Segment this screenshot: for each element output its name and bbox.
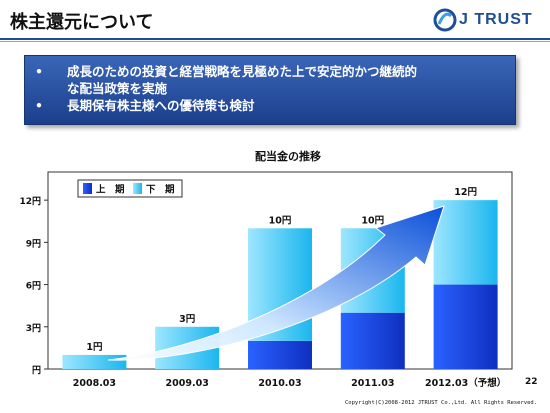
x-tick-label: 2012.03（予想） bbox=[425, 377, 506, 389]
x-axis: 2008.03 2009.03 2010.03 2011.03 2012.03（予想） bbox=[73, 377, 506, 389]
brand-swirl-icon bbox=[433, 8, 457, 32]
header-divider-light bbox=[0, 41, 550, 42]
bullet: • bbox=[35, 64, 43, 79]
brand-name: J TRUST bbox=[459, 11, 533, 28]
x-tick-label: 2011.03 bbox=[351, 378, 394, 389]
total-label: 12円 bbox=[454, 187, 477, 198]
y-tick-label: 3円 bbox=[26, 323, 41, 334]
page-number: 22 bbox=[525, 377, 538, 387]
policy-note-line: 成長のための投資と経営戦略を見極めた上で安定的かつ継続的 bbox=[67, 64, 418, 79]
chart-title: 配当金の推移 bbox=[255, 149, 321, 163]
policy-note-line: な配当政策を実施 bbox=[67, 81, 168, 96]
total-label: 1円 bbox=[86, 342, 102, 353]
x-tick-label: 2008.03 bbox=[73, 378, 116, 389]
copyright-text: Copyright(C)2008-2012 JTRUST Co.,Ltd. Al… bbox=[345, 400, 538, 406]
header: 株主還元について J TRUST bbox=[0, 0, 550, 42]
bar-lower-half bbox=[433, 200, 498, 285]
y-tick-label: 12円 bbox=[19, 196, 41, 207]
policy-note-line: 長期保有株主様への優待策も検討 bbox=[67, 98, 255, 113]
x-tick-label: 2010.03 bbox=[258, 378, 301, 389]
growth-arrow-annotation bbox=[107, 205, 445, 361]
y-axis: 円 3円 6円 9円 12円 bbox=[19, 196, 48, 376]
bar-upper-half bbox=[433, 284, 498, 369]
page-title: 株主還元について bbox=[10, 12, 154, 33]
legend-label-lower: 下 期 bbox=[146, 184, 175, 196]
legend-swatch-upper bbox=[83, 183, 92, 194]
total-label: 10円 bbox=[361, 215, 384, 226]
legend-swatch-lower bbox=[133, 183, 142, 194]
y-tick-label: 円 bbox=[32, 365, 41, 376]
y-tick-label: 9円 bbox=[26, 238, 41, 249]
bar-upper-half bbox=[340, 312, 405, 369]
bullet: • bbox=[35, 98, 43, 113]
legend-label-upper: 上 期 bbox=[96, 184, 125, 196]
chart-legend: 上 期下 期 bbox=[77, 179, 183, 198]
bar-upper-half bbox=[248, 340, 312, 369]
total-label: 10円 bbox=[269, 215, 292, 226]
total-labels: 1円 3円 10円 10円 12円 bbox=[86, 187, 477, 353]
brand-logo: J TRUST bbox=[433, 8, 543, 34]
header-divider bbox=[0, 38, 550, 40]
x-tick-label: 2009.03 bbox=[166, 378, 209, 389]
legend-box bbox=[77, 179, 183, 198]
bar-lower-half bbox=[62, 354, 127, 369]
y-tick-label: 6円 bbox=[26, 281, 41, 292]
total-label: 3円 bbox=[179, 314, 195, 325]
policy-notes-panel: • 成長のための投資と経営戦略を見極めた上で安定的かつ継続的 な配当政策を実施 … bbox=[24, 55, 516, 125]
